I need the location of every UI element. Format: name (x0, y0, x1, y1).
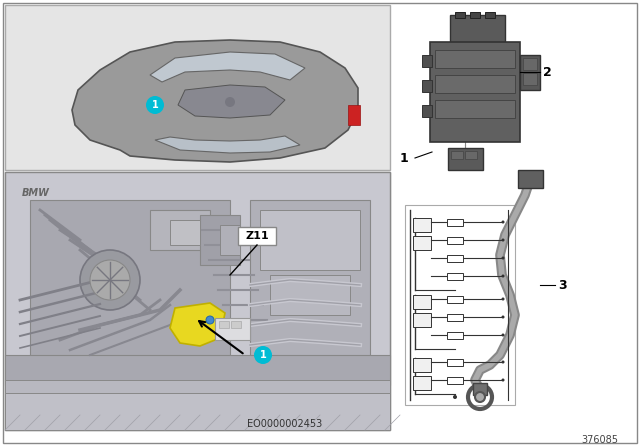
Bar (231, 321, 241, 328)
Bar (219, 321, 229, 328)
Text: BMW: BMW (22, 188, 50, 198)
Bar (422, 55, 432, 67)
Bar (270, 275, 350, 315)
Text: 1: 1 (260, 350, 266, 360)
Bar (520, 55, 540, 90)
Bar (447, 359, 463, 366)
Polygon shape (178, 85, 285, 118)
Text: 376085: 376085 (582, 435, 618, 445)
Bar (405, 205, 515, 405)
Polygon shape (170, 303, 225, 346)
Circle shape (502, 238, 504, 241)
Bar (435, 100, 515, 118)
Bar (523, 73, 537, 85)
Polygon shape (155, 136, 300, 153)
Circle shape (502, 257, 504, 259)
Bar (455, 12, 465, 18)
Text: 2: 2 (543, 65, 552, 78)
Bar (260, 210, 360, 270)
Bar (447, 255, 463, 262)
Circle shape (502, 361, 504, 363)
Circle shape (206, 316, 214, 324)
Bar (470, 12, 480, 18)
Circle shape (80, 250, 140, 310)
Bar (250, 200, 370, 380)
Bar (518, 170, 543, 188)
Bar (447, 377, 463, 384)
Bar (430, 42, 520, 142)
Bar (450, 15, 505, 45)
Circle shape (502, 297, 504, 301)
Bar (422, 80, 432, 92)
Bar (435, 75, 515, 93)
Text: Z11: Z11 (245, 231, 269, 241)
Bar (413, 295, 431, 309)
Polygon shape (150, 52, 305, 82)
Bar (413, 218, 431, 232)
Bar (485, 12, 495, 18)
Text: EO0000002453: EO0000002453 (248, 419, 323, 429)
Bar (150, 210, 210, 250)
Circle shape (475, 392, 485, 402)
Bar (413, 236, 431, 250)
Bar (200, 215, 240, 265)
Circle shape (453, 395, 457, 399)
Bar (413, 376, 431, 390)
Bar (422, 105, 432, 117)
Bar (447, 296, 463, 303)
Circle shape (502, 275, 504, 277)
Circle shape (90, 260, 130, 300)
Bar (170, 220, 200, 245)
Circle shape (502, 220, 504, 224)
Bar (523, 58, 537, 70)
Bar (447, 332, 463, 339)
Polygon shape (72, 40, 358, 162)
Bar (465, 151, 477, 159)
Circle shape (502, 379, 504, 382)
Bar (5, 355, 390, 385)
Circle shape (502, 315, 504, 319)
Text: 1: 1 (152, 100, 158, 110)
Bar (447, 237, 463, 244)
Bar (5, 172, 390, 430)
Bar (435, 50, 515, 68)
Bar (238, 227, 276, 245)
Text: 1: 1 (399, 151, 408, 164)
Bar (413, 313, 431, 327)
Bar (448, 148, 483, 170)
Bar (5, 393, 390, 430)
Bar (215, 318, 250, 340)
Bar (348, 105, 360, 125)
Bar (413, 358, 431, 372)
Bar (447, 219, 463, 226)
Bar (5, 5, 390, 170)
Bar (451, 151, 463, 159)
Circle shape (254, 346, 272, 364)
Bar (30, 200, 230, 360)
Circle shape (502, 333, 504, 336)
Bar (220, 225, 240, 255)
Bar (447, 273, 463, 280)
Bar (5, 380, 390, 395)
Bar (447, 314, 463, 321)
Circle shape (146, 96, 164, 114)
Circle shape (225, 97, 235, 107)
Bar (473, 383, 487, 395)
Text: 3: 3 (558, 279, 566, 292)
Bar (5, 172, 390, 430)
